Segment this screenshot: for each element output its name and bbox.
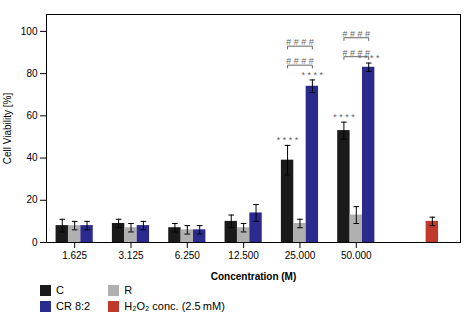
svg-text:* * * *: * * * * [277, 135, 299, 145]
svg-text:100: 100 [21, 26, 38, 37]
svg-text:60: 60 [26, 110, 38, 121]
svg-text:# # # #: # # # # [286, 56, 314, 66]
svg-text:12.500: 12.500 [228, 250, 259, 261]
svg-text:40: 40 [26, 152, 38, 163]
svg-text:# # # #: # # # # [286, 37, 314, 47]
svg-text:# # # #: # # # # [343, 29, 371, 39]
svg-text:50.000: 50.000 [341, 250, 372, 261]
svg-text:80: 80 [26, 68, 38, 79]
svg-text:* * * *: * * * * [333, 112, 355, 122]
html-text:H₂O₂ conc. (2.5 mM): H₂O₂ conc. (2.5 mM) [124, 300, 225, 312]
svg-text:# # # #: # # # # [343, 48, 371, 58]
svg-text:0: 0 [32, 237, 38, 248]
html-text:R: R [124, 284, 133, 296]
html-text:C: C [56, 284, 64, 296]
svg-text:3.125: 3.125 [118, 250, 143, 261]
svg-text:Cell Viability [%]: Cell Viability [%] [2, 93, 13, 165]
html-text:CR 8:2: CR 8:2 [56, 300, 91, 312]
svg-text:1.625: 1.625 [62, 250, 87, 261]
svg-text:25.000: 25.000 [285, 250, 316, 261]
svg-text:20: 20 [26, 194, 38, 205]
svg-text:6.250: 6.250 [175, 250, 200, 261]
svg-text:* * * *: * * * * [302, 70, 324, 80]
svg-text:Concentration (M): Concentration (M) [211, 271, 297, 282]
